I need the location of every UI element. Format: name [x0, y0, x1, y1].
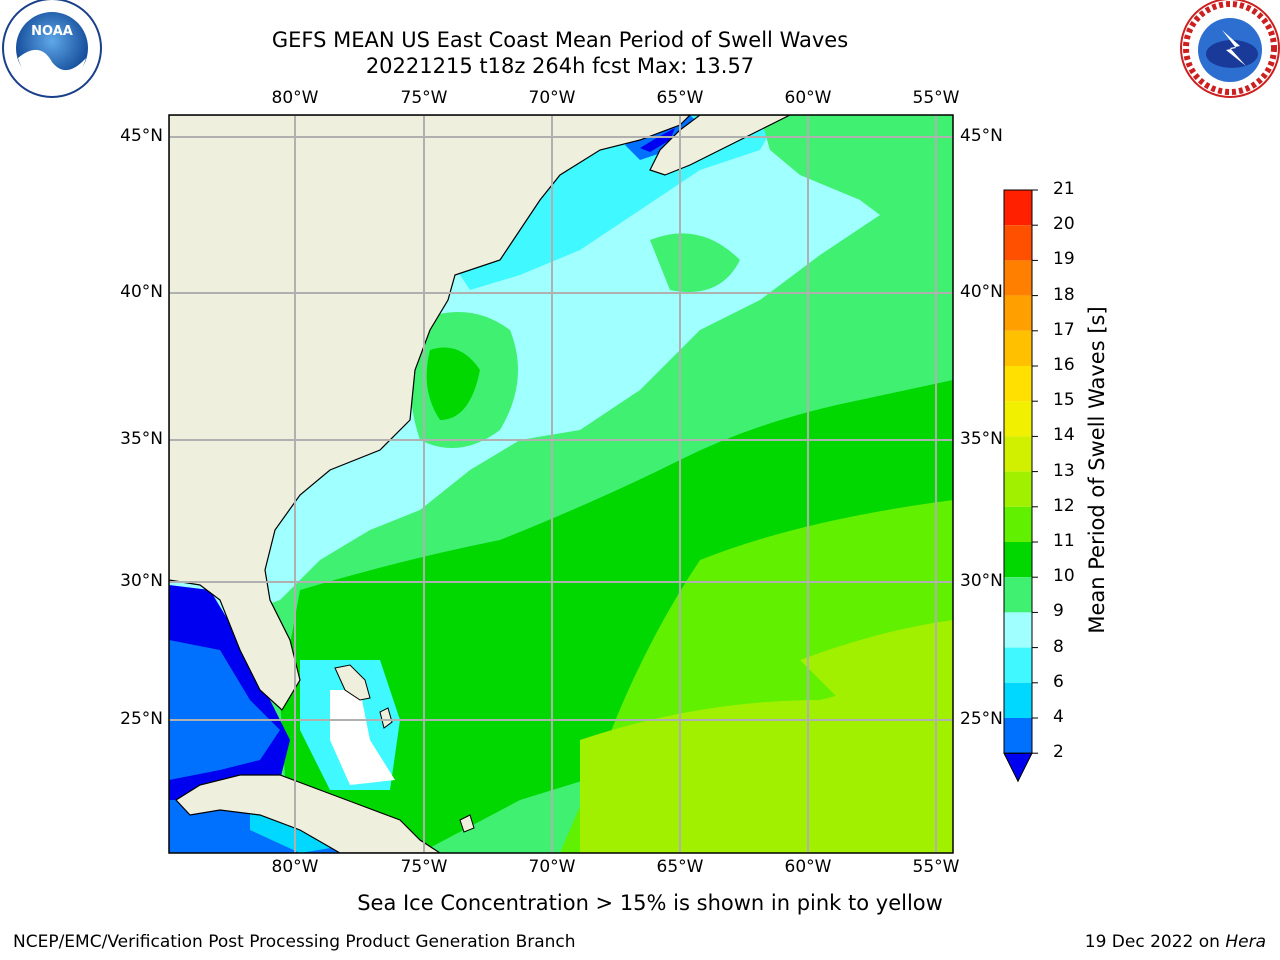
colorbar-tick-label: 14: [1053, 425, 1075, 446]
colorbar-segment: [1004, 366, 1032, 402]
lon-label-bottom: 55°W: [912, 857, 960, 877]
lat-label-left: 40°N: [120, 282, 163, 302]
colorbar-tick-label: 9: [1053, 601, 1064, 622]
colorbar-segment: [1004, 401, 1032, 437]
lon-label-bottom: 80°W: [271, 857, 319, 877]
colorbar-tick-label: 6: [1053, 671, 1064, 692]
colorbar-segment: [1004, 577, 1032, 613]
lat-label-right: 40°N: [960, 282, 1003, 302]
noaa-logo: NOAA: [2, 0, 102, 98]
colorbar-tick-label: 8: [1053, 636, 1064, 657]
map-frame: [168, 114, 954, 854]
colorbar-segment: [1004, 471, 1032, 507]
lon-label-top: 55°W: [912, 88, 960, 108]
colorbar-tick-label: 11: [1053, 531, 1075, 551]
lon-label-bottom: 70°W: [528, 857, 576, 877]
lat-label-right: 30°N: [960, 571, 1003, 591]
colorbar-tick-label: 15: [1053, 390, 1075, 411]
colorbar-tick-label: 16: [1053, 355, 1075, 375]
colorbar-tick-label: 21: [1053, 179, 1075, 199]
lat-label-right: 25°N: [960, 709, 1003, 729]
chart-title: GEFS MEAN US East Coast Mean Period of S…: [271, 28, 849, 52]
generation-date: 19 Dec 2022 on Hera: [1085, 932, 1266, 952]
map-graticule: [169, 115, 953, 853]
producer-credit: NCEP/EMC/Verification Post Processing Pr…: [13, 932, 576, 952]
lon-label-bottom: 75°W: [400, 857, 448, 877]
colorbar-segment: [1004, 612, 1032, 648]
lon-label-top: 80°W: [271, 88, 319, 108]
colorbar-tick-label: 18: [1053, 284, 1075, 305]
sea-ice-footnote: Sea Ice Concentration > 15% is shown in …: [357, 891, 943, 915]
colorbar-segment: [1004, 682, 1032, 718]
colorbar-segment: [1004, 647, 1032, 683]
colorbar-extend-arrow: [1003, 752, 1033, 783]
colorbar-tick-label: 20: [1053, 214, 1075, 235]
colorbar-tick-label: 19: [1053, 249, 1075, 270]
colorbar-segment: [1004, 542, 1032, 578]
colorbar-segment: [1004, 225, 1032, 261]
nws-logo: [1180, 0, 1280, 98]
lon-label-bottom: 65°W: [656, 857, 704, 877]
colorbar-tick-label: 17: [1053, 319, 1075, 340]
colorbar-segment: [1004, 260, 1032, 296]
lat-label-right: 45°N: [960, 126, 1003, 146]
colorbar-segment: [1004, 190, 1032, 226]
lat-label-right: 35°N: [960, 429, 1003, 449]
lon-label-top: 75°W: [400, 88, 448, 108]
colorbar-tick-label: 13: [1053, 460, 1075, 481]
colorbar-title: Mean Period of Swell Waves [s]: [1085, 306, 1109, 634]
lat-label-left: 45°N: [120, 126, 163, 146]
colorbar-tick-label: 4: [1053, 707, 1064, 727]
colorbar-tick-label: 12: [1053, 495, 1075, 516]
lon-label-bottom: 60°W: [784, 857, 832, 877]
colorbar-segment: [1004, 330, 1032, 366]
lat-label-left: 25°N: [120, 709, 163, 729]
chart-subtitle: 20221215 t18z 264h fcst Max: 13.57: [365, 54, 755, 78]
colorbar-segment: [1004, 436, 1032, 472]
lon-label-top: 65°W: [656, 88, 704, 108]
land-mass: [169, 115, 791, 853]
colorbar-tick-label: 2: [1053, 742, 1064, 763]
machine-name: Hera: [1225, 932, 1266, 952]
colorbar-tick-label: 10: [1053, 566, 1075, 587]
colorbar: [1003, 189, 1038, 783]
svg-text:NOAA: NOAA: [31, 24, 73, 39]
lon-label-top: 60°W: [784, 88, 832, 108]
colorbar-segment: [1004, 506, 1032, 542]
lon-label-top: 70°W: [528, 88, 576, 108]
colorbar-segment: [1004, 295, 1032, 331]
colorbar-segment: [1004, 718, 1032, 754]
lat-label-left: 30°N: [120, 571, 163, 591]
date-text: 19 Dec 2022 on: [1084, 932, 1226, 952]
lat-label-left: 35°N: [120, 429, 163, 449]
